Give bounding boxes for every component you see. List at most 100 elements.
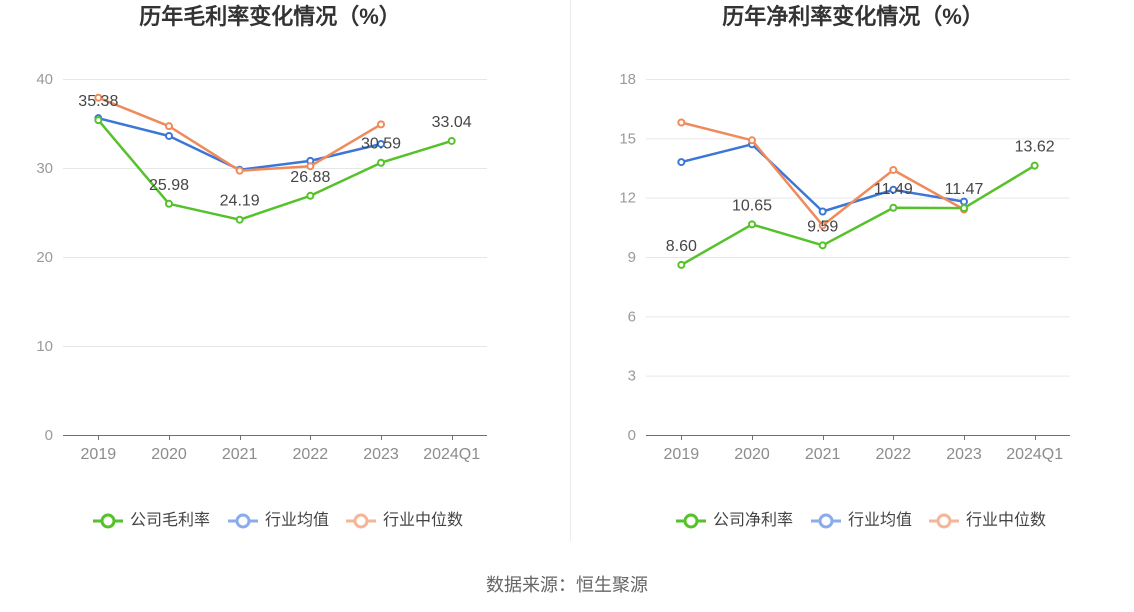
x-tick-label: 2023 bbox=[363, 446, 399, 463]
x-tick-label: 2021 bbox=[805, 446, 841, 463]
legend-label: 行业均值 bbox=[848, 512, 913, 529]
industry-median-line bbox=[97, 96, 383, 172]
legend-icon-marker bbox=[353, 513, 369, 529]
company-line bbox=[680, 164, 1036, 267]
y-tick-label: 10 bbox=[36, 338, 53, 355]
company-point-2019 bbox=[94, 116, 103, 125]
company-point-2024q1 bbox=[447, 136, 456, 145]
y-tick-label: 12 bbox=[619, 190, 636, 207]
x-tick-label: 2020 bbox=[151, 446, 187, 463]
y-tick-label: 30 bbox=[36, 160, 53, 177]
industry-median-point-2019 bbox=[94, 93, 103, 102]
industry-mean-line bbox=[97, 116, 383, 172]
company-data-label: 13.62 bbox=[1015, 139, 1055, 156]
company-point-2020 bbox=[748, 220, 756, 229]
company-point-2020 bbox=[165, 199, 173, 208]
chart-title: 历年净利率变化情况（%） bbox=[722, 4, 984, 29]
company-data-label: 8.60 bbox=[666, 238, 697, 255]
industry-mean-line bbox=[680, 143, 966, 213]
x-tick-label: 2021 bbox=[222, 446, 258, 463]
net-margin-plot: 0 3 6 9 12 15 18 2019 2020 2021 2022 2023 2024Q1 8.60… bbox=[619, 71, 1070, 463]
legend-icon-marker bbox=[818, 513, 834, 529]
y-tick-label: 9 bbox=[628, 249, 636, 266]
industry-mean-point-2020 bbox=[165, 131, 173, 140]
legend-line-marker-icon bbox=[811, 513, 841, 529]
company-data-label: 24.19 bbox=[220, 193, 260, 210]
industry-mean-point-2022 bbox=[889, 185, 898, 194]
x-tick-label: 2020 bbox=[734, 446, 770, 463]
y-tick-label: 15 bbox=[619, 130, 636, 147]
industry-median-point-2021 bbox=[235, 166, 244, 175]
industry-median-point-2022 bbox=[306, 162, 315, 171]
net-margin-chart: 0 3 6 9 12 15 18 2019 2020 2021 2022 2023 2024Q1 8.60… bbox=[583, 0, 1134, 560]
legend-item-company[interactable]: 公司毛利率 bbox=[93, 510, 210, 532]
x-tick-label: 2022 bbox=[876, 446, 912, 463]
company-line bbox=[97, 118, 453, 221]
y-tick-label: 6 bbox=[628, 308, 636, 325]
x-tick-label: 2023 bbox=[946, 446, 982, 463]
y-tick-label: 0 bbox=[45, 427, 53, 444]
industry-mean-point-2021 bbox=[818, 207, 827, 216]
industry-median-point-2020 bbox=[165, 122, 173, 131]
gross-margin-chart: 0 10 20 30 40 2019 2020 2021 2022 2023 2024Q1 35.38… bbox=[0, 0, 551, 560]
legend-label: 公司毛利率 bbox=[130, 512, 211, 529]
y-tick-label: 18 bbox=[619, 71, 636, 88]
legend-item-company[interactable]: 公司净利率 bbox=[676, 510, 793, 532]
company-point-2023 bbox=[377, 158, 385, 167]
x-tick-label: 2024Q1 bbox=[1006, 446, 1063, 463]
legend-line-marker-icon bbox=[676, 513, 706, 529]
legend-label: 行业均值 bbox=[265, 512, 330, 529]
legend-line-marker-icon bbox=[228, 513, 258, 529]
legend-label: 行业中位数 bbox=[383, 512, 464, 529]
chart-title: 历年毛利率变化情况（%） bbox=[139, 4, 401, 29]
industry-mean-point-2019 bbox=[677, 158, 686, 167]
company-point-2022 bbox=[889, 203, 898, 212]
company-data-label: 35.38 bbox=[78, 93, 118, 110]
y-tick-label: 0 bbox=[628, 427, 636, 444]
company-point-2021 bbox=[235, 215, 244, 224]
industry-median-point-2021 bbox=[818, 221, 827, 230]
company-point-2022 bbox=[306, 191, 315, 200]
company-data-label: 26.88 bbox=[290, 169, 330, 186]
legend-icon-marker bbox=[235, 513, 251, 529]
industry-median-point-2020 bbox=[748, 136, 756, 145]
legend-item-industry-mean[interactable]: 行业均值 bbox=[811, 510, 912, 532]
legend-item-industry-median[interactable]: 行业中位数 bbox=[346, 510, 463, 532]
industry-median-point-2023 bbox=[377, 120, 385, 129]
company-point-2021 bbox=[818, 241, 827, 250]
x-tick-label: 2019 bbox=[81, 446, 117, 463]
company-point-2024q1 bbox=[1030, 161, 1039, 170]
gross-margin-plot: 0 10 20 30 40 2019 2020 2021 2022 2023 2024Q1 35.38… bbox=[36, 71, 487, 463]
legend-icon-marker bbox=[936, 513, 952, 529]
data-source-note: 数据来源：恒生聚源 bbox=[486, 575, 648, 595]
company-point-2023 bbox=[960, 204, 968, 213]
legend-line-marker-icon bbox=[346, 513, 376, 529]
legend-label: 行业中位数 bbox=[966, 512, 1047, 529]
y-tick-label: 40 bbox=[36, 71, 53, 88]
industry-mean-point-2023 bbox=[960, 197, 968, 206]
legend-item-industry-mean[interactable]: 行业均值 bbox=[228, 510, 329, 532]
legend-line-marker-icon bbox=[929, 513, 959, 529]
company-data-label: 33.04 bbox=[432, 114, 472, 131]
industry-median-point-2019 bbox=[677, 118, 686, 127]
y-tick-label: 20 bbox=[36, 249, 53, 266]
company-data-label: 25.98 bbox=[149, 177, 189, 194]
y-tick-label: 3 bbox=[628, 368, 636, 385]
industry-median-point-2022 bbox=[889, 165, 898, 174]
x-tick-label: 2022 bbox=[293, 446, 329, 463]
legend-icon-marker bbox=[100, 513, 116, 529]
panel-divider bbox=[570, 0, 571, 541]
legend-icon-marker bbox=[683, 513, 699, 529]
legend-line-marker-icon bbox=[93, 513, 123, 529]
legend-item-industry-median[interactable]: 行业中位数 bbox=[929, 510, 1046, 532]
company-point-2019 bbox=[677, 260, 686, 269]
company-data-label: 11.49 bbox=[874, 181, 913, 198]
x-tick-label: 2024Q1 bbox=[423, 446, 480, 463]
industry-mean-point-2023 bbox=[377, 139, 385, 148]
legend-label: 公司净利率 bbox=[713, 512, 794, 529]
company-data-label: 10.65 bbox=[732, 197, 772, 214]
x-tick-label: 2019 bbox=[664, 446, 700, 463]
company-data-label: 11.47 bbox=[945, 181, 984, 198]
company-data-label: 30.59 bbox=[361, 136, 401, 153]
company-data-label: 9.59 bbox=[807, 218, 838, 235]
